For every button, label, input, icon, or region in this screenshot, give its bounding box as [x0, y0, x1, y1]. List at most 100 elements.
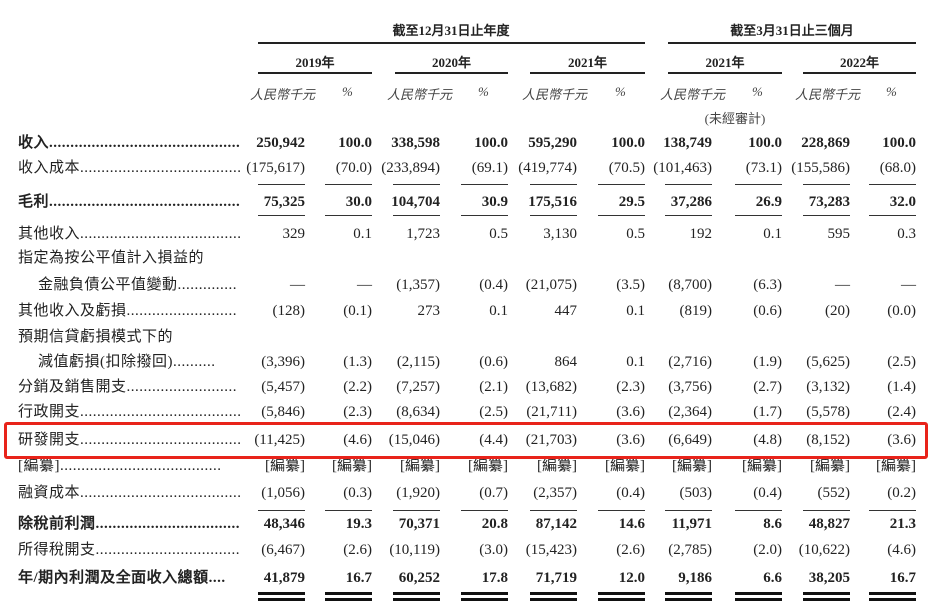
- table-cell: (5,578): [806, 404, 850, 420]
- table-cell: (5,625): [806, 354, 850, 370]
- table-cell: (128): [272, 303, 306, 319]
- table-cell: (3.6): [616, 404, 645, 420]
- table-cell: —: [901, 277, 916, 293]
- table-cell: (70.0): [335, 160, 372, 176]
- table-cell: (2.3): [616, 379, 645, 395]
- underline: [665, 510, 712, 512]
- double-underline: [665, 592, 712, 601]
- underline: [803, 510, 850, 512]
- table-cell: (2.7): [753, 379, 782, 395]
- underline: [598, 215, 645, 217]
- table-cell: (69.1): [471, 160, 508, 176]
- leader-dots: ......................................: [80, 226, 242, 242]
- table-cell: 6.6: [763, 570, 782, 586]
- year-header: 2019年: [295, 55, 335, 70]
- table-cell: 32.0: [889, 194, 916, 210]
- table-cell: 48,827: [808, 516, 850, 532]
- underline: [665, 184, 712, 186]
- table-cell: 0.1: [489, 303, 508, 319]
- row-label: [編纂]....................................…: [18, 458, 222, 474]
- leader-dots: ......................................: [80, 432, 242, 448]
- table-cell: (5,846): [261, 404, 305, 420]
- table-cell: (2.3): [343, 404, 372, 420]
- unit-percent: %: [478, 84, 489, 99]
- double-underline: [258, 592, 305, 601]
- table-cell: (0.4): [479, 277, 508, 293]
- leader-dots: ........................................…: [49, 194, 241, 210]
- table-cell: (2.5): [479, 404, 508, 420]
- unit-percent: %: [752, 84, 763, 99]
- table-cell: (2,357): [533, 485, 577, 501]
- unit-amount: 人民幣千元: [250, 87, 316, 102]
- table-cell: (1,920): [396, 485, 440, 501]
- row-label: 收入......................................…: [18, 135, 241, 151]
- underline: [869, 510, 916, 512]
- row-label: 預期信貸虧損模式下的: [18, 329, 174, 345]
- table-cell: 138,749: [663, 135, 712, 151]
- underline: [393, 184, 440, 186]
- unit-amount: 人民幣千元: [387, 87, 453, 102]
- table-cell: 19.3: [345, 516, 372, 532]
- table-cell: 100.0: [338, 135, 372, 151]
- leader-dots: ........................................…: [49, 135, 241, 151]
- table-cell: (3.5): [616, 277, 645, 293]
- unit-amount: 人民幣千元: [660, 87, 726, 102]
- underline: [803, 184, 850, 186]
- table-cell: 14.6: [618, 516, 645, 532]
- table-cell: (1,056): [261, 485, 305, 501]
- divider: [530, 72, 645, 74]
- double-underline: [869, 592, 916, 601]
- table-cell: (0.1): [343, 303, 372, 319]
- table-cell: (2.6): [616, 542, 645, 558]
- unit-amount: 人民幣千元: [522, 87, 588, 102]
- underline: [393, 510, 440, 512]
- double-underline: [325, 592, 372, 601]
- table-cell: (1.4): [887, 379, 916, 395]
- row-label: 年/期內利潤及全面收入總額....: [18, 570, 226, 586]
- year-header: 2021年: [567, 55, 607, 70]
- table-cell: [編纂]: [876, 458, 916, 474]
- table-cell: [編纂]: [400, 458, 440, 474]
- table-cell: (10,119): [389, 542, 440, 558]
- table-cell: (3,132): [806, 379, 850, 395]
- leader-dots: ..................................: [95, 542, 241, 558]
- table-cell: (1,357): [396, 277, 440, 293]
- table-cell: 595: [827, 226, 851, 242]
- leader-dots: ......................................: [80, 404, 242, 420]
- table-cell: (20): [825, 303, 850, 319]
- underline: [598, 184, 645, 186]
- table-cell: 3,130: [543, 226, 577, 242]
- table-cell: 29.5: [618, 194, 645, 210]
- table-cell: 41,879: [263, 570, 305, 586]
- unit-amount: 人民幣千元: [795, 87, 861, 102]
- table-cell: (0.6): [479, 354, 508, 370]
- underline: [325, 184, 372, 186]
- divider: [803, 72, 916, 74]
- table-cell: 192: [689, 226, 713, 242]
- double-underline: [530, 592, 577, 601]
- underline: [325, 510, 372, 512]
- leader-dots: ..........: [173, 354, 216, 370]
- header-group-quarter: 截至3月31日止三個月: [730, 23, 854, 38]
- leader-dots: ......................................: [80, 485, 242, 501]
- table-cell: 175,516: [528, 194, 577, 210]
- leader-dots: ......................................: [80, 160, 242, 176]
- table-cell: (10,622): [798, 542, 850, 558]
- table-cell: 87,142: [535, 516, 577, 532]
- leader-dots: ..........................: [126, 379, 238, 395]
- table-cell: 75,325: [263, 194, 305, 210]
- table-cell: [編纂]: [265, 458, 305, 474]
- table-cell: (175,617): [246, 160, 305, 176]
- leader-dots: ..........................: [126, 303, 238, 319]
- underline: [461, 510, 508, 512]
- row-label: 其他收入及虧損..........................: [18, 303, 238, 319]
- table-cell: —: [290, 277, 305, 293]
- table-cell: 26.9: [755, 194, 782, 210]
- table-cell: (0.3): [343, 485, 372, 501]
- table-cell: —: [357, 277, 372, 293]
- underline: [461, 184, 508, 186]
- table-cell: (73.1): [745, 160, 782, 176]
- double-underline: [598, 592, 645, 601]
- underline: [393, 215, 440, 217]
- table-cell: 16.7: [889, 570, 916, 586]
